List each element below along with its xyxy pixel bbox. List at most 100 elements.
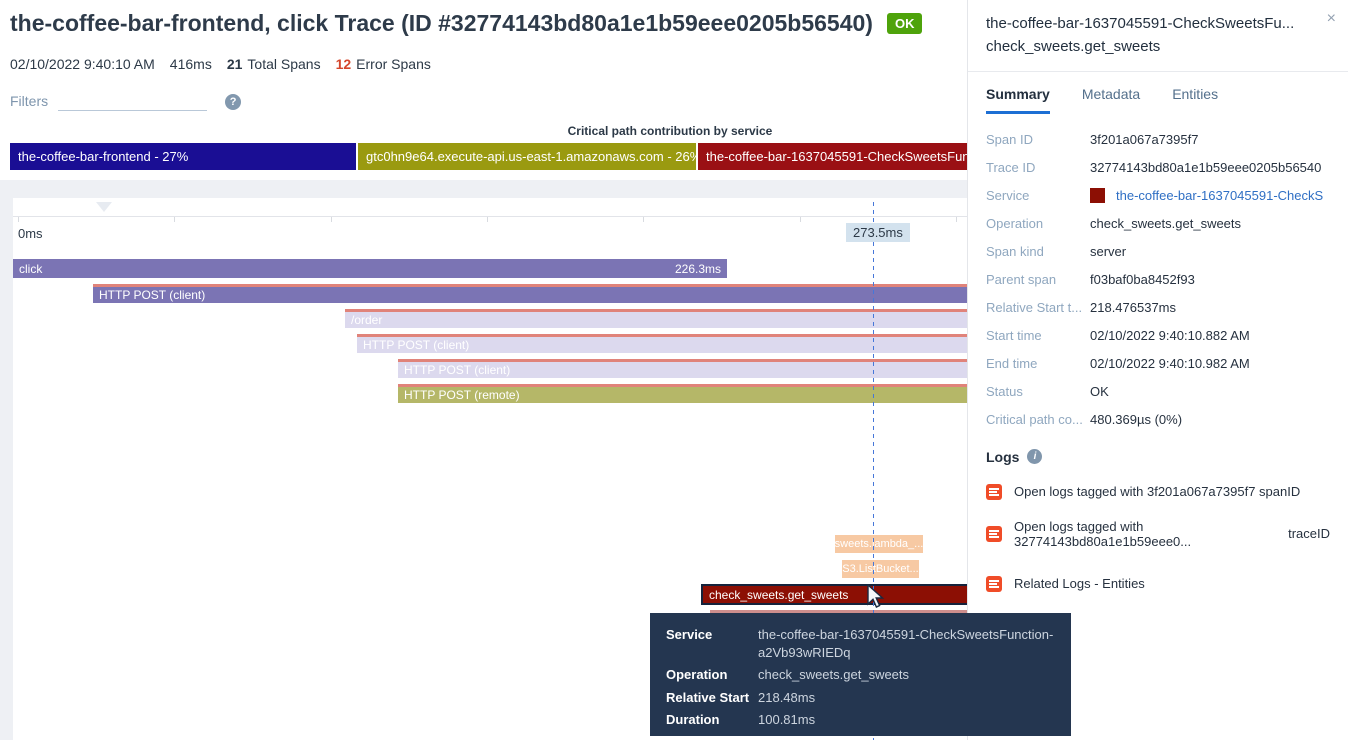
field-critical-path-co: Critical path co... 480.369µs (0%)	[986, 412, 1330, 427]
ruler-tick	[800, 217, 801, 222]
field-trace-id: Trace ID 32774143bd80a1e1b59eee0205b5654…	[986, 160, 1330, 175]
mouse-cursor-icon	[867, 584, 885, 608]
log-link[interactable]: Open logs tagged with 3f201a067a7395f7 s…	[986, 483, 1330, 500]
field-label: End time	[986, 355, 1038, 371]
field-label: Span ID	[986, 131, 1033, 147]
log-link[interactable]: Open logs tagged with 32774143bd80a1e1b5…	[986, 519, 1330, 549]
field-relative-start-t: Relative Start t... 218.476537ms	[986, 300, 1330, 315]
timeline-origin-label: 0ms	[18, 226, 43, 241]
total-spans: 21 Total Spans	[226, 56, 321, 72]
info-icon[interactable]: i	[1027, 449, 1043, 464]
field-value: 218.476537ms	[1090, 299, 1177, 315]
help-icon[interactable]: ?	[225, 94, 242, 110]
time-marker-chip: 273.5ms	[846, 223, 910, 242]
field-parent-span: Parent span f03baf0ba8452f93	[986, 272, 1330, 287]
field-status: Status OK	[986, 384, 1330, 399]
critical-path-segment-the-coffee-bar-frontend[interactable]: the-coffee-bar-frontend - 27%	[10, 143, 356, 170]
field-value: 02/10/2022 9:40:10.882 AM	[1090, 327, 1250, 343]
field-label: Operation	[986, 215, 1044, 231]
drawer-title-service: the-coffee-bar-1637045591-CheckSweetsFu.…	[986, 15, 1295, 32]
error-spans: 12 Error Spans	[335, 56, 431, 72]
span-bar-click[interactable]: click 226.3ms	[13, 259, 727, 278]
span-label: /order	[351, 313, 383, 327]
field-value[interactable]: the-coffee-bar-1637045591-CheckS	[1090, 187, 1323, 203]
drawer-tabs: Summary Metadata Entities	[986, 74, 1330, 114]
span-label: S3.ListBucket...	[842, 563, 919, 575]
field-start-time: Start time 02/10/2022 9:40:10.882 AM	[986, 328, 1330, 343]
tab-metadata[interactable]: Metadata	[1081, 85, 1141, 102]
field-value: 480.369µs (0%)	[1090, 411, 1183, 427]
filters-input[interactable]	[58, 90, 208, 111]
log-link-text: Related Logs - Entities	[1014, 576, 1145, 591]
span-label: HTTP POST (remote)	[404, 388, 520, 402]
trace-timestamp: 02/10/2022 9:40:10 AM	[10, 56, 155, 72]
field-value: 3f201a067a7395f7	[1090, 131, 1199, 147]
timeline-marker-triangle-icon[interactable]	[96, 202, 112, 212]
span-label: check_sweets.get_sweets	[709, 587, 849, 602]
tooltip-row-operation: Operation check_sweets.get_sweets	[666, 666, 1055, 684]
ruler-tick	[18, 217, 19, 222]
field-label: Relative Start t...	[986, 299, 1083, 315]
field-label: Start time	[986, 327, 1042, 343]
field-value: 02/10/2022 9:40:10.982 AM	[1090, 355, 1250, 371]
ruler-tick	[643, 217, 644, 222]
field-label: Parent span	[986, 271, 1057, 287]
span-bar-check-sweets-get-sweets[interactable]: check_sweets.get_sweets	[701, 584, 1017, 605]
drawer-title: the-coffee-bar-1637045591-CheckSweetsFu.…	[986, 12, 1318, 59]
field-value: check_sweets.get_sweets	[1090, 215, 1242, 231]
critical-path-segment-gtc0hn9e64-execute-api-us-east-1-amazonaws-com[interactable]: gtc0hn9e64.execute-api.us-east-1.amazona…	[358, 143, 696, 170]
log-link-text: Open logs tagged with 32774143bd80a1e1b5…	[1014, 518, 1192, 549]
log-link[interactable]: Related Logs - Entities	[986, 575, 1330, 592]
field-label: Span kind	[986, 243, 1044, 259]
tooltip-row-relative-start: Relative Start 218.48ms	[666, 689, 1055, 707]
log-link-text: Open logs tagged with 3f201a067a7395f7 s…	[1014, 484, 1301, 499]
ruler-tick	[174, 217, 175, 222]
field-value: 32774143bd80a1e1b59eee0205b56540	[1090, 159, 1322, 175]
drawer-title-operation: check_sweets.get_sweets	[986, 38, 1161, 56]
tooltip-label: Operation	[666, 667, 728, 683]
tooltip-label: Relative Start	[666, 689, 750, 705]
span-duration-label: 226.3ms	[674, 261, 721, 276]
span-bar-s3-listbucket[interactable]: S3.ListBucket...	[842, 560, 919, 578]
time-marker-line	[873, 202, 874, 740]
ruler-tick	[956, 217, 957, 222]
field-operation: Operation check_sweets.get_sweets	[986, 216, 1330, 231]
field-label: Service	[986, 187, 1030, 203]
trace-meta-row: 02/10/2022 9:40:10 AM 416ms 21 Total Spa…	[10, 56, 431, 72]
logs-heading: Logs i	[986, 449, 1330, 465]
page-title: the-coffee-bar-frontend, click Trace (ID…	[10, 10, 873, 36]
span-label: HTTP POST (client)	[99, 288, 206, 302]
filters-row: Filters ?	[10, 90, 242, 111]
log-file-icon	[986, 575, 1002, 592]
timeline-ruler	[13, 216, 1348, 217]
tooltip-value: 218.48ms	[758, 689, 816, 705]
log-link-suffix: traceID	[1288, 526, 1330, 541]
field-value: OK	[1090, 383, 1109, 399]
span-label: sweets.lambda_...	[835, 538, 923, 550]
log-file-icon	[986, 525, 1002, 542]
tooltip-label: Duration	[666, 712, 720, 728]
field-value: f03baf0ba8452f93	[1090, 271, 1195, 287]
log-file-icon	[986, 483, 1002, 500]
span-tooltip: Service the-coffee-bar-1637045591-CheckS…	[650, 613, 1071, 736]
summary-fields: Span ID 3f201a067a7395f7 Trace ID 327741…	[986, 132, 1330, 427]
tab-entities[interactable]: Entities	[1172, 85, 1219, 102]
status-badge: OK	[886, 13, 923, 34]
span-label: HTTP POST (client)	[404, 363, 511, 377]
tooltip-row-service: Service the-coffee-bar-1637045591-CheckS…	[666, 626, 1055, 661]
span-detail-drawer: × the-coffee-bar-1637045591-CheckSweetsF…	[967, 0, 1348, 740]
tooltip-row-duration: Duration 100.81ms	[666, 711, 1055, 729]
tab-summary[interactable]: Summary	[986, 74, 1050, 114]
ruler-tick	[331, 217, 332, 222]
tooltip-label: Service	[666, 627, 713, 642]
span-bar-sweets-lambda[interactable]: sweets.lambda_...	[835, 535, 923, 553]
tooltip-value: check_sweets.get_sweets	[758, 667, 910, 683]
critical-path-title: Critical path contribution by service	[567, 124, 773, 138]
span-label: HTTP POST (client)	[363, 338, 470, 352]
log-links: Open logs tagged with 3f201a067a7395f7 s…	[986, 483, 1330, 592]
trace-duration: 416ms	[169, 56, 212, 72]
service-color-swatch	[1090, 187, 1105, 203]
field-end-time: End time 02/10/2022 9:40:10.982 AM	[986, 356, 1330, 371]
ruler-tick	[487, 217, 488, 222]
close-icon[interactable]: ×	[1326, 10, 1336, 27]
